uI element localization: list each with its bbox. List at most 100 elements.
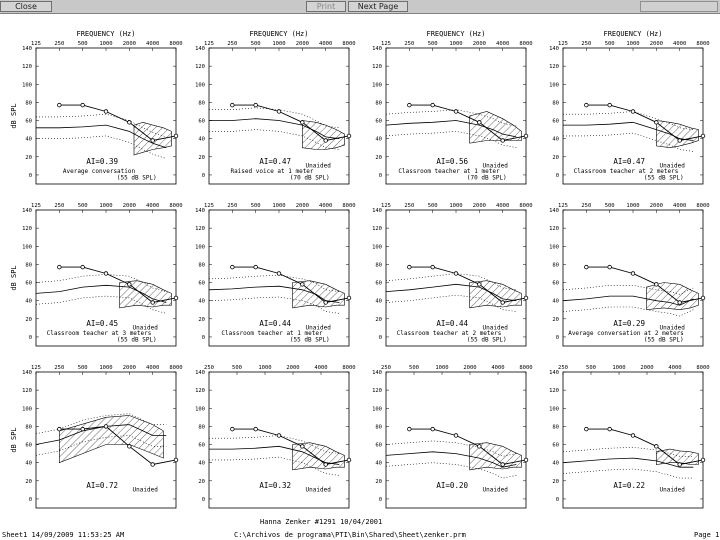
threshold-line bbox=[59, 425, 177, 465]
threshold-point bbox=[230, 426, 235, 432]
y-tick-label: 60 bbox=[198, 443, 205, 449]
condition-label: Classroom teacher at 2 meters bbox=[574, 168, 679, 175]
threshold-point bbox=[500, 300, 505, 305]
x-tick-label: 250 bbox=[54, 41, 64, 47]
threshold-point bbox=[57, 426, 62, 432]
x-tick-label: 1000 bbox=[272, 203, 285, 209]
y-tick-label: 100 bbox=[195, 406, 205, 412]
threshold-point bbox=[57, 102, 62, 108]
threshold-point bbox=[630, 433, 636, 438]
threshold-point bbox=[500, 138, 505, 143]
y-tick-label: 80 bbox=[552, 424, 559, 430]
aided-speech-curve bbox=[208, 285, 340, 303]
x-tick-label: 250 bbox=[558, 365, 568, 371]
threshold-point bbox=[346, 457, 352, 463]
articulation-index: AI=0.47 bbox=[259, 157, 291, 166]
x-tick-label: 2000 bbox=[296, 41, 309, 47]
threshold-point bbox=[523, 457, 529, 463]
y-tick-label: 0 bbox=[556, 497, 559, 503]
print-button[interactable]: Print bbox=[306, 1, 346, 12]
y-tick-label: 0 bbox=[556, 335, 559, 341]
y-tick-label: 60 bbox=[375, 443, 382, 449]
y-tick-label: 120 bbox=[372, 64, 382, 70]
x-tick-label: 4000 bbox=[673, 203, 686, 209]
unaided-label: Unaided bbox=[660, 163, 686, 170]
x-tick-label: 8000 bbox=[169, 41, 182, 47]
threshold-point bbox=[453, 271, 459, 276]
articulation-index: AI=0.47 bbox=[613, 157, 645, 166]
y-tick-label: 120 bbox=[22, 388, 32, 394]
aided-soft-curve bbox=[562, 306, 694, 317]
y-tick-label: 140 bbox=[22, 208, 32, 214]
close-button[interactable]: Close bbox=[0, 1, 52, 12]
x-tick-label: 1000 bbox=[435, 365, 448, 371]
condition-label: Average conversation bbox=[63, 168, 136, 175]
aided-soft-curve bbox=[385, 294, 517, 312]
x-tick-label: 8000 bbox=[342, 365, 355, 371]
x-tick-label: 125 bbox=[31, 41, 41, 47]
threshold-point bbox=[253, 426, 258, 432]
threshold-point bbox=[173, 295, 179, 301]
aided-soft-curve bbox=[209, 456, 340, 476]
aided-speech-curve bbox=[385, 451, 517, 468]
next-page-button[interactable]: Next Page bbox=[348, 1, 408, 12]
x-tick-label: 4000 bbox=[146, 203, 159, 209]
y-axis-label: dB SPL bbox=[10, 265, 18, 290]
articulation-index: AI=0.29 bbox=[613, 319, 645, 328]
aided-loud-curve bbox=[209, 107, 340, 129]
y-tick-label: 80 bbox=[375, 100, 382, 106]
threshold-point bbox=[80, 426, 85, 432]
y-tick-label: 40 bbox=[552, 461, 559, 467]
y-tick-label: 60 bbox=[552, 281, 559, 287]
threshold-line bbox=[59, 104, 177, 141]
threshold-line bbox=[232, 428, 350, 465]
threshold-point bbox=[300, 444, 305, 449]
threshold-point bbox=[323, 462, 328, 467]
threshold-point bbox=[230, 102, 235, 108]
aided-audiogram-grid: FREQUENCY (Hz)125 250 500 1000 2000 4000 80000… bbox=[10, 30, 710, 509]
x-tick-label: 500 bbox=[78, 365, 88, 371]
threshold-point bbox=[677, 138, 682, 143]
y-tick-label: 100 bbox=[22, 244, 32, 250]
y-tick-label: 60 bbox=[552, 119, 559, 125]
aided-loud-curve bbox=[562, 284, 694, 295]
x-tick-label: 8000 bbox=[519, 365, 532, 371]
threshold-line bbox=[232, 266, 350, 303]
y-tick-label: 0 bbox=[379, 497, 382, 503]
threshold-point bbox=[700, 295, 706, 301]
audiogram-panel: 250 500 1000 2000 4000 8000 0 20 40 60 80 100 120 140… bbox=[549, 365, 710, 509]
y-tick-label: 40 bbox=[198, 137, 205, 143]
aided-loud-curve bbox=[35, 274, 167, 292]
x-tick-label: 250 bbox=[54, 365, 64, 371]
x-tick-label: 8000 bbox=[169, 365, 182, 371]
threshold-point bbox=[477, 282, 482, 287]
aided-speech-curve bbox=[35, 284, 167, 303]
audiogram-panel: 250 500 1000 2000 4000 8000 0 20 40 60 80 100 120 140… bbox=[195, 365, 356, 509]
threshold-line bbox=[586, 428, 704, 465]
x-tick-label: 500 bbox=[409, 365, 419, 371]
x-tick-label: 500 bbox=[251, 41, 261, 47]
condition-label: Classroom teacher at 1 meter bbox=[221, 330, 323, 337]
articulation-index: AI=0.39 bbox=[86, 157, 118, 166]
unaided-label: Unaided bbox=[133, 325, 159, 332]
y-tick-label: 40 bbox=[25, 461, 32, 467]
x-tick-label: 1000 bbox=[99, 203, 112, 209]
x-tick-label: 4000 bbox=[673, 41, 686, 47]
threshold-point bbox=[607, 264, 612, 270]
x-tick-label: 4000 bbox=[146, 41, 159, 47]
threshold-point bbox=[80, 102, 85, 108]
y-tick-label: 80 bbox=[552, 262, 559, 268]
x-tick-label: 125 bbox=[31, 203, 41, 209]
level-label: (70 dB SPL) bbox=[467, 174, 507, 181]
threshold-point bbox=[80, 264, 85, 270]
y-tick-label: 20 bbox=[375, 317, 382, 323]
y-tick-label: 60 bbox=[375, 119, 382, 125]
x-tick-label: 250 bbox=[404, 41, 414, 47]
threshold-point bbox=[323, 300, 328, 305]
aided-soft-curve bbox=[385, 131, 517, 148]
threshold-point bbox=[127, 282, 132, 287]
aided-soft-curve bbox=[35, 295, 167, 314]
x-tick-label: 125 bbox=[204, 41, 214, 47]
audiogram-panel: 125 250 500 1000 2000 4000 8000 0 20 40 60 80 100 120… bbox=[10, 203, 183, 347]
level-label: (55 dB SPL) bbox=[117, 174, 157, 181]
